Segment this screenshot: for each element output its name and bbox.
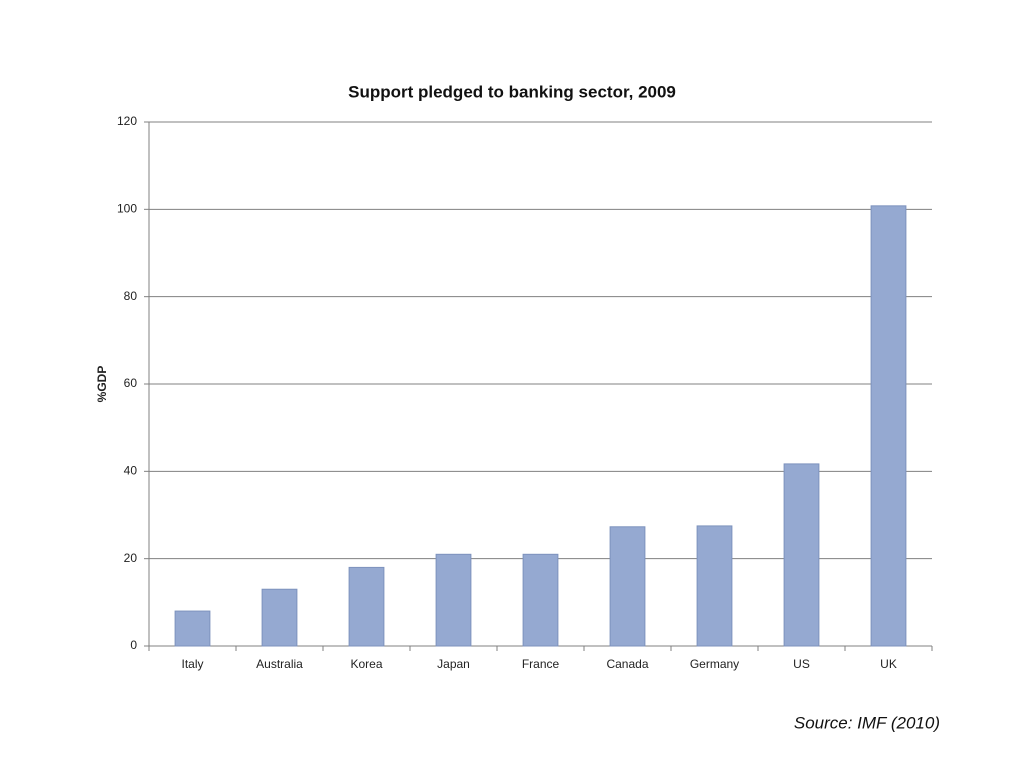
x-tick-label: Japan xyxy=(437,657,470,671)
y-tick-label: 80 xyxy=(124,289,138,303)
y-tick-label: 60 xyxy=(124,376,138,390)
y-tick-label: 120 xyxy=(117,114,137,128)
source-note: Source: IMF (2010) xyxy=(794,713,940,732)
y-tick-label: 40 xyxy=(124,464,138,478)
bar xyxy=(522,553,559,647)
x-tick-label: US xyxy=(793,657,810,671)
x-tick-label: Canada xyxy=(606,657,648,671)
x-tick-label: Korea xyxy=(350,657,382,671)
x-tick-label: Italy xyxy=(181,657,203,671)
bar xyxy=(783,463,820,647)
x-tick-label: France xyxy=(522,657,560,671)
bar xyxy=(435,553,472,647)
y-tick-label: 100 xyxy=(117,202,137,216)
x-tick-label: Germany xyxy=(690,657,739,671)
y-axis-label: %GDP xyxy=(95,366,109,403)
bar xyxy=(261,588,298,647)
y-tick-label: 0 xyxy=(130,638,137,652)
y-tick-label: 20 xyxy=(124,551,138,565)
x-tick-label: Australia xyxy=(256,657,303,671)
bar xyxy=(348,566,385,647)
x-tick-label: UK xyxy=(880,657,897,671)
bar xyxy=(174,610,211,647)
chart-title: Support pledged to banking sector, 2009 xyxy=(348,82,676,101)
bar xyxy=(609,526,646,647)
bar xyxy=(696,525,733,647)
bar xyxy=(870,205,907,647)
